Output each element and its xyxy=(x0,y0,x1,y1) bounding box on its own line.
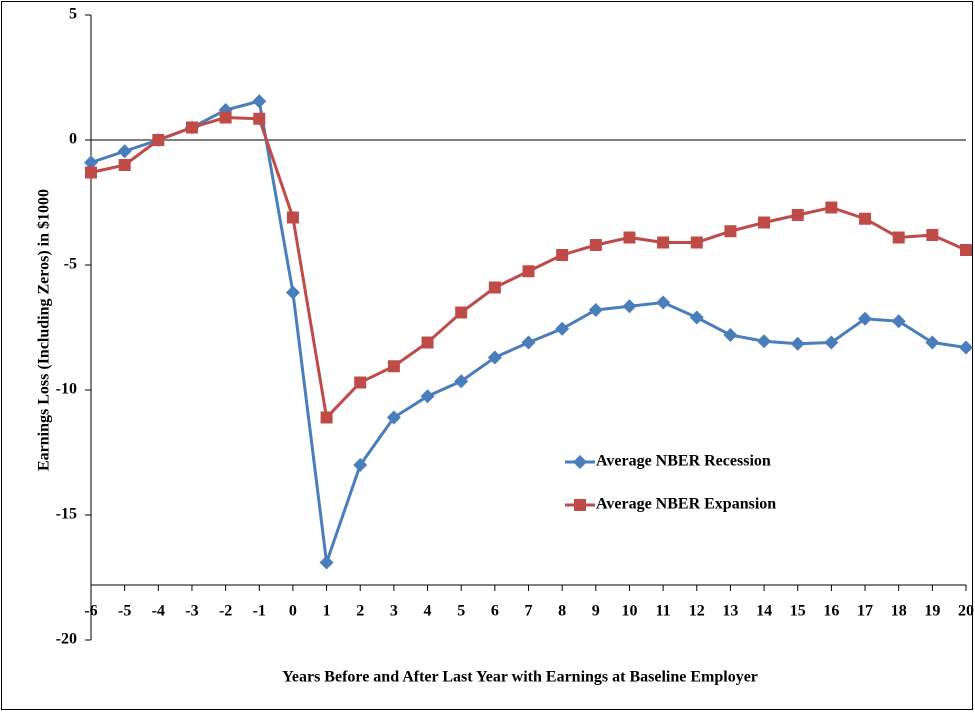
x-tick-label: 0 xyxy=(289,603,297,620)
x-tick-label: 19 xyxy=(924,603,940,620)
y-tick-label: -15 xyxy=(56,506,77,523)
x-tick-label: -2 xyxy=(219,603,232,620)
marker xyxy=(689,310,704,325)
y-tick-label: 5 xyxy=(69,6,77,23)
marker xyxy=(421,336,434,349)
marker xyxy=(589,239,602,251)
marker xyxy=(690,236,703,249)
x-tick-label: 10 xyxy=(621,603,637,620)
marker xyxy=(723,328,738,342)
marker xyxy=(118,159,131,171)
marker xyxy=(488,281,501,294)
y-tick-label: -10 xyxy=(56,381,77,398)
marker xyxy=(185,121,198,134)
x-tick-label: -1 xyxy=(253,603,266,620)
x-tick-label: 6 xyxy=(491,603,499,620)
marker xyxy=(84,155,98,170)
marker xyxy=(657,236,670,249)
marker xyxy=(521,335,536,350)
marker xyxy=(219,111,232,124)
y-tick-label: -5 xyxy=(64,256,77,273)
x-tick-label: 9 xyxy=(592,603,600,620)
marker xyxy=(623,231,636,244)
marker xyxy=(387,360,400,373)
marker xyxy=(960,244,972,256)
marker xyxy=(656,295,671,310)
legend-marker xyxy=(573,455,587,469)
marker xyxy=(454,374,469,389)
marker xyxy=(859,212,872,225)
x-tick-label: 5 xyxy=(457,603,465,620)
x-tick-label: 2 xyxy=(356,603,364,620)
marker xyxy=(925,335,940,350)
x-tick-label: -5 xyxy=(118,603,131,620)
x-tick-label: 17 xyxy=(857,603,873,620)
marker xyxy=(319,555,334,570)
marker xyxy=(286,211,299,224)
marker xyxy=(117,144,132,159)
x-tick-label: 7 xyxy=(525,603,533,620)
marker xyxy=(85,166,97,179)
x-tick-label: 8 xyxy=(558,603,566,620)
marker xyxy=(420,389,435,404)
marker xyxy=(824,335,839,350)
marker xyxy=(353,458,368,472)
x-tick-label: -6 xyxy=(84,603,97,620)
x-tick-label: 14 xyxy=(756,603,772,620)
marker xyxy=(455,306,468,319)
marker xyxy=(285,285,300,300)
marker xyxy=(858,311,873,326)
marker xyxy=(588,303,603,317)
x-tick-label: 3 xyxy=(390,603,398,620)
x-axis-title: Years Before and After Last Year with Ea… xyxy=(282,669,758,686)
marker xyxy=(757,334,772,349)
marker xyxy=(556,249,569,261)
marker xyxy=(320,411,333,424)
marker xyxy=(724,225,737,238)
x-tick-label: 12 xyxy=(689,603,705,620)
x-tick-label: 13 xyxy=(722,603,738,620)
marker xyxy=(959,340,973,355)
x-tick-label: 20 xyxy=(958,603,974,620)
marker xyxy=(252,94,267,109)
legend-label: Average NBER Recession xyxy=(596,453,771,470)
x-tick-label: -4 xyxy=(152,603,165,620)
legend-marker xyxy=(574,499,586,511)
legend-label: Average NBER Expansion xyxy=(596,496,776,513)
marker xyxy=(555,321,570,336)
y-tick-label: -20 xyxy=(56,631,77,648)
marker xyxy=(926,229,939,241)
y-axis-title: Earnings Loss (Including Zeros) in $1000 xyxy=(36,189,53,471)
x-tick-label: 18 xyxy=(891,603,907,620)
x-tick-label: 15 xyxy=(790,603,806,620)
marker xyxy=(891,314,906,329)
marker xyxy=(622,299,637,314)
marker xyxy=(791,209,804,221)
x-tick-label: -3 xyxy=(185,603,198,620)
marker xyxy=(790,336,805,351)
marker xyxy=(892,231,905,244)
marker xyxy=(152,134,165,146)
y-tick-label: 0 xyxy=(69,131,77,148)
marker xyxy=(758,216,771,229)
marker xyxy=(487,350,502,365)
marker xyxy=(825,201,838,214)
x-tick-label: 1 xyxy=(323,603,331,620)
marker xyxy=(253,112,266,125)
x-tick-label: 11 xyxy=(656,603,671,620)
marker xyxy=(386,410,401,425)
marker xyxy=(522,265,535,278)
marker xyxy=(354,376,367,389)
x-tick-label: 4 xyxy=(424,603,432,620)
x-tick-label: 16 xyxy=(823,603,839,620)
